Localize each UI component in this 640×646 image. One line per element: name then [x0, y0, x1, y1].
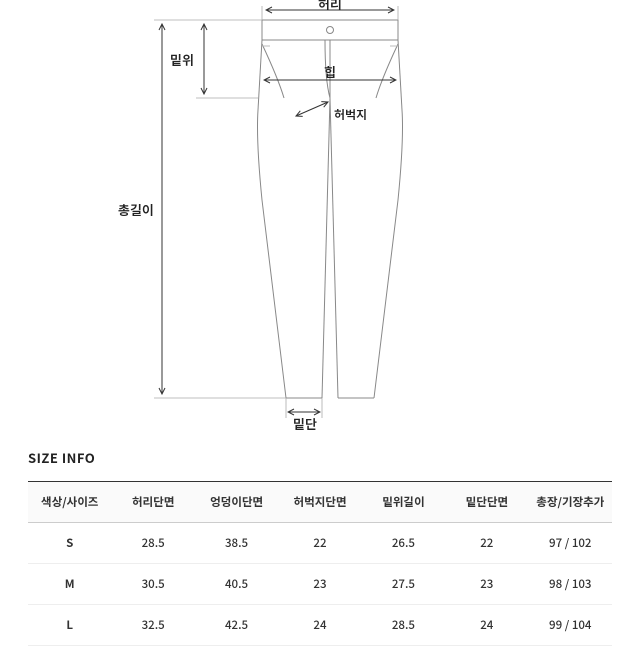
table-cell: 24: [445, 605, 528, 646]
size-info-title: SIZE INFO: [28, 448, 612, 467]
table-header-cell: 허리단면: [111, 482, 194, 523]
size-table: 색상/사이즈허리단면엉덩이단면허벅지단면밑위길이밑단단면총장/기장추가 S28.…: [28, 481, 612, 646]
table-row: L32.542.52428.52499 / 104: [28, 605, 612, 646]
table-header-cell: 색상/사이즈: [28, 482, 111, 523]
table-cell: 42.5: [195, 605, 278, 646]
table-cell: L: [28, 605, 111, 646]
table-cell: S: [28, 523, 111, 564]
label-waist: 허리: [318, 0, 342, 13]
table-cell: 99 / 104: [529, 605, 612, 646]
table-row: M30.540.52327.52398 / 103: [28, 564, 612, 605]
table-cell: 22: [278, 523, 361, 564]
table-cell: 32.5: [111, 605, 194, 646]
table-row: S28.538.52226.52297 / 102: [28, 523, 612, 564]
table-header-row: 색상/사이즈허리단면엉덩이단면허벅지단면밑위길이밑단단면총장/기장추가: [28, 482, 612, 523]
label-thigh: 허벅지: [334, 106, 367, 123]
label-hip: 힙: [324, 62, 336, 81]
table-header-cell: 밑위길이: [362, 482, 445, 523]
label-hem: 밑단: [293, 414, 317, 433]
table-cell: 38.5: [195, 523, 278, 564]
table-header-cell: 엉덩이단면: [195, 482, 278, 523]
table-cell: 28.5: [111, 523, 194, 564]
table-header-cell: 밑단단면: [445, 482, 528, 523]
table-cell: 24: [278, 605, 361, 646]
table-cell: M: [28, 564, 111, 605]
table-cell: 98 / 103: [529, 564, 612, 605]
size-info-section: SIZE INFO 색상/사이즈허리단면엉덩이단면허벅지단면밑위길이밑단단면총장…: [28, 448, 612, 646]
table-cell: 26.5: [362, 523, 445, 564]
table-cell: 40.5: [195, 564, 278, 605]
table-cell: 22: [445, 523, 528, 564]
pants-svg: [0, 0, 640, 430]
table-cell: 23: [278, 564, 361, 605]
table-cell: 27.5: [362, 564, 445, 605]
table-cell: 23: [445, 564, 528, 605]
table-header-cell: 허벅지단면: [278, 482, 361, 523]
pants-diagram: 허리 밑위 힙 허벅지 총길이 밑단: [0, 0, 640, 430]
table-cell: 28.5: [362, 605, 445, 646]
label-rise: 밑위: [170, 50, 194, 69]
table-cell: 30.5: [111, 564, 194, 605]
table-header-cell: 총장/기장추가: [529, 482, 612, 523]
label-total-length: 총길이: [118, 200, 154, 219]
table-cell: 97 / 102: [529, 523, 612, 564]
